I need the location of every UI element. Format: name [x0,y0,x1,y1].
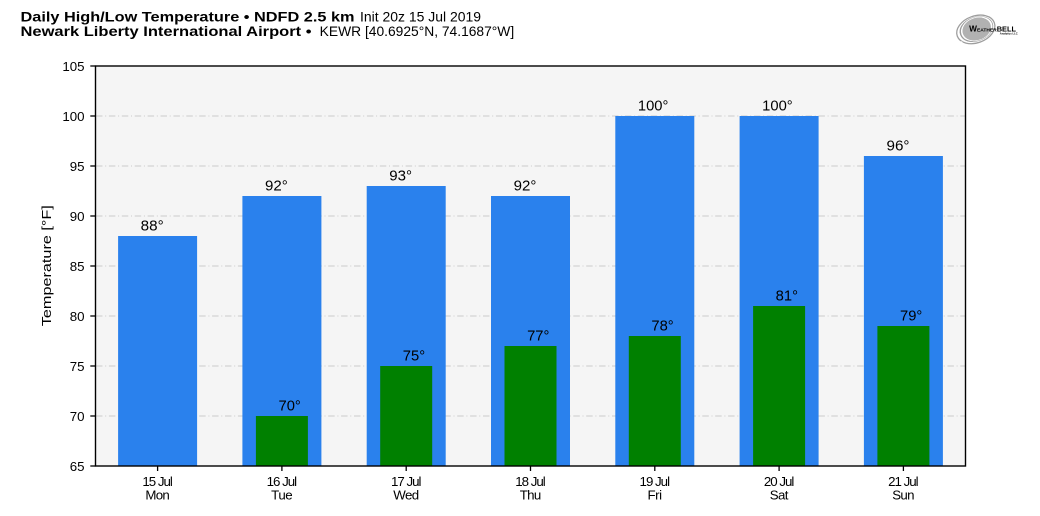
svg-text:100°: 100° [638,99,669,115]
svg-text:75: 75 [70,359,85,374]
svg-text:70°: 70° [279,399,301,415]
svg-text:90: 90 [70,209,85,224]
svg-text:Daily High/Low Temperature • N: Daily High/Low Temperature • NDFD 2.5 km [21,10,355,25]
svg-text:Wed: Wed [393,488,419,503]
svg-text:88°: 88° [141,219,164,235]
svg-text:95: 95 [70,159,85,174]
svg-text:Tue: Tue [271,488,293,503]
svg-text:21 Jul: 21 Jul [888,474,919,489]
svg-text:Fri: Fri [648,488,663,503]
svg-text:Temperature [°F]: Temperature [°F] [39,205,54,326]
svg-text:77°: 77° [527,329,549,345]
svg-text:92°: 92° [514,179,537,195]
svg-text:Thu: Thu [520,488,542,503]
svg-text:85: 85 [70,259,85,274]
svg-text:WEATHERBELL: WEATHERBELL [969,23,1016,33]
svg-text:Newark Liberty International A: Newark Liberty International Airport • [21,24,312,39]
svg-text:79°: 79° [900,309,922,325]
svg-text:20 Jul: 20 Jul [764,474,795,489]
svg-text:78°: 78° [651,319,673,335]
svg-text:75°: 75° [403,349,425,365]
svg-text:18 Jul: 18 Jul [515,474,546,489]
svg-text:93°: 93° [389,169,412,185]
svg-text:96°: 96° [887,139,910,155]
svg-text:15 Jul: 15 Jul [142,474,173,489]
svg-text:16 Jul: 16 Jul [267,474,298,489]
svg-text:KEWR [40.6925°N, 74.1687°W]: KEWR [40.6925°N, 74.1687°W] [320,24,515,39]
svg-text:100: 100 [62,109,84,124]
svg-text:Init 20z 15 Jul 2019: Init 20z 15 Jul 2019 [360,10,481,25]
svg-text:19 Jul: 19 Jul [640,474,671,489]
svg-text:92°: 92° [265,179,288,195]
svg-text:100°: 100° [762,99,793,115]
svg-text:80: 80 [70,309,85,324]
svg-text:65: 65 [70,459,85,474]
svg-text:Sun: Sun [892,488,914,503]
svg-text:17 Jul: 17 Jul [391,474,422,489]
svg-text:Sat: Sat [770,488,789,503]
svg-text:Analytics LLC: Analytics LLC [1000,31,1018,35]
svg-text:Mon: Mon [145,488,169,503]
svg-text:105: 105 [62,59,84,74]
svg-text:81°: 81° [776,289,798,305]
svg-text:70: 70 [70,409,85,424]
